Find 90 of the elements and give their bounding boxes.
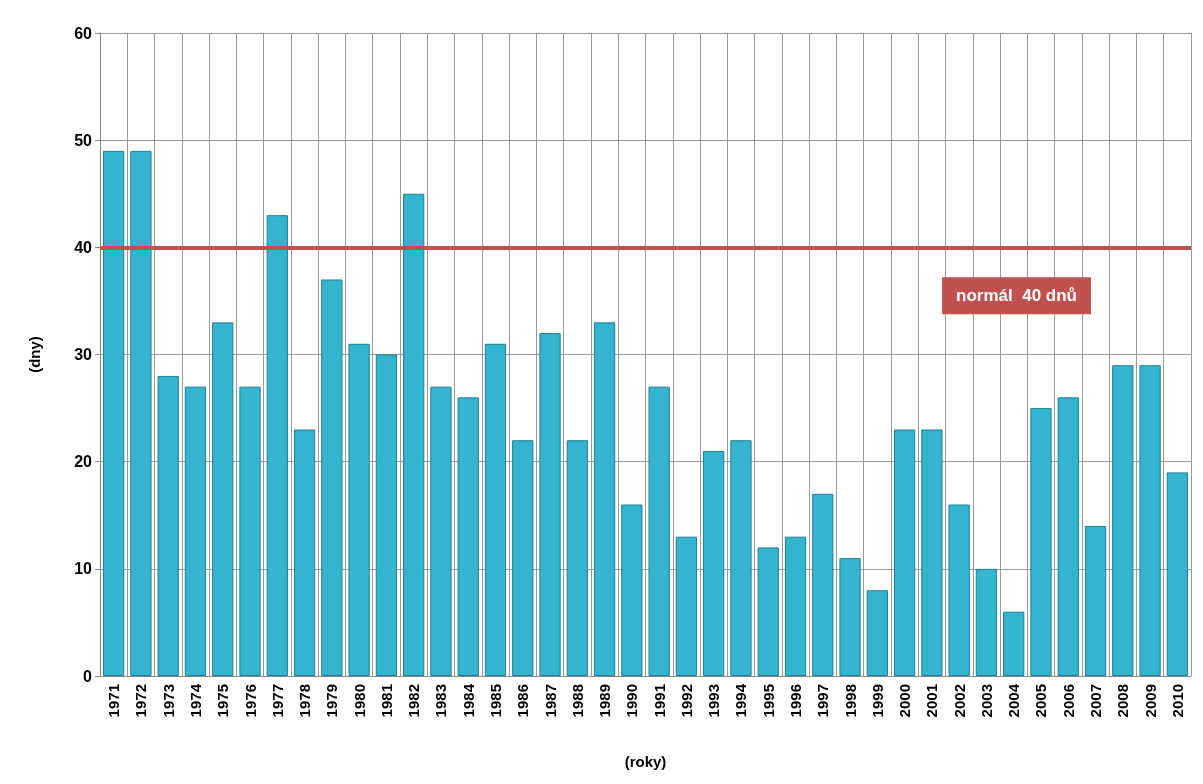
bar — [948, 504, 970, 676]
bar — [321, 279, 343, 676]
x-tick-label: 1985 — [486, 684, 504, 718]
bar — [784, 536, 807, 676]
x-tick-label: 2008 — [1114, 684, 1132, 718]
bar — [239, 386, 261, 676]
bar — [403, 193, 425, 676]
y-tick-label: 20 — [74, 453, 93, 471]
y-tick-label: 50 — [74, 131, 93, 149]
bar — [130, 150, 152, 676]
x-tick-label: 1976 — [241, 684, 259, 718]
x-tick-label: 1994 — [732, 683, 750, 718]
x-tick-label: 1996 — [787, 684, 805, 718]
y-tick-label: 30 — [74, 346, 93, 363]
x-tick-label: 1983 — [432, 684, 450, 718]
x-tick-label: 1997 — [814, 684, 832, 718]
x-tick-label: 1972 — [132, 684, 150, 718]
x-tick-label: 2005 — [1032, 684, 1050, 718]
x-tick-label: 1979 — [323, 684, 341, 718]
x-tick-label: 1981 — [377, 684, 395, 718]
y-axis-title: (dny) — [26, 336, 43, 373]
y-tick-label: 40 — [74, 238, 93, 256]
bar — [157, 375, 179, 676]
x-tick-label: 1993 — [705, 684, 723, 718]
bar — [1112, 365, 1134, 676]
bar — [484, 343, 507, 676]
x-tick-label: 1978 — [296, 684, 314, 718]
x-tick-label: 1984 — [459, 683, 477, 718]
bar — [212, 322, 234, 676]
bar — [184, 386, 207, 676]
x-tick-label: 2006 — [1059, 684, 1077, 718]
bar — [103, 150, 125, 676]
bar — [1139, 365, 1161, 676]
bar — [1084, 525, 1107, 676]
bar — [566, 440, 588, 676]
x-tick-label: 1991 — [650, 684, 668, 718]
y-tick-label: 10 — [74, 560, 93, 578]
x-tick-label: 1995 — [759, 684, 777, 718]
bar — [457, 397, 479, 676]
bar — [593, 322, 616, 676]
x-tick-label: 1980 — [350, 684, 368, 718]
bar — [293, 429, 316, 676]
bar — [1030, 408, 1052, 676]
x-tick-label: 1973 — [159, 684, 177, 718]
x-tick-label: 1990 — [623, 684, 641, 718]
x-tick-label: 2004 — [1005, 683, 1023, 718]
bar — [866, 590, 888, 676]
ref-line-label: normál 40 dnů — [956, 286, 1077, 306]
x-tick-label: 2003 — [977, 684, 995, 718]
bar — [975, 568, 998, 676]
x-tick-label: 1988 — [568, 684, 586, 718]
x-tick-label: 2010 — [1168, 684, 1186, 718]
bar — [430, 386, 452, 676]
y-tick-label: 0 — [83, 667, 93, 685]
bar — [621, 504, 643, 676]
x-tick-label: 1971 — [105, 684, 123, 718]
y-tick-label: 60 — [74, 24, 93, 42]
x-tick-label: 1992 — [677, 684, 695, 718]
bar — [512, 440, 534, 676]
bar — [1003, 611, 1025, 676]
x-tick-label: 1974 — [186, 683, 204, 718]
bar — [812, 493, 834, 676]
bar — [757, 547, 779, 676]
bar — [703, 450, 725, 676]
x-tick-label: 1999 — [868, 684, 886, 718]
x-tick-label: 2009 — [1141, 684, 1159, 718]
x-tick-label: 1989 — [596, 684, 614, 718]
bar — [1166, 472, 1188, 676]
bar — [893, 429, 916, 676]
x-tick-label: 1986 — [514, 684, 532, 718]
x-tick-label: 1982 — [405, 684, 423, 718]
x-axis-title: (roky) — [624, 753, 667, 770]
x-tick-label: 2001 — [923, 684, 941, 718]
x-tick-label: 1977 — [268, 684, 286, 718]
bar — [730, 440, 752, 676]
x-tick-label: 2002 — [950, 684, 968, 718]
bar — [539, 333, 561, 676]
x-tick-label: 1998 — [841, 684, 859, 718]
bar — [648, 386, 670, 676]
x-tick-label: 1987 — [541, 684, 559, 718]
x-tick-label: 2000 — [896, 684, 914, 718]
bar — [266, 215, 288, 676]
bar — [375, 354, 398, 676]
x-tick-label: 1975 — [214, 684, 232, 718]
bar — [839, 558, 861, 676]
bar — [675, 536, 698, 676]
bar — [1057, 397, 1079, 676]
bar — [348, 343, 370, 676]
bar — [921, 429, 943, 676]
x-tick-label: 2007 — [1087, 684, 1105, 718]
